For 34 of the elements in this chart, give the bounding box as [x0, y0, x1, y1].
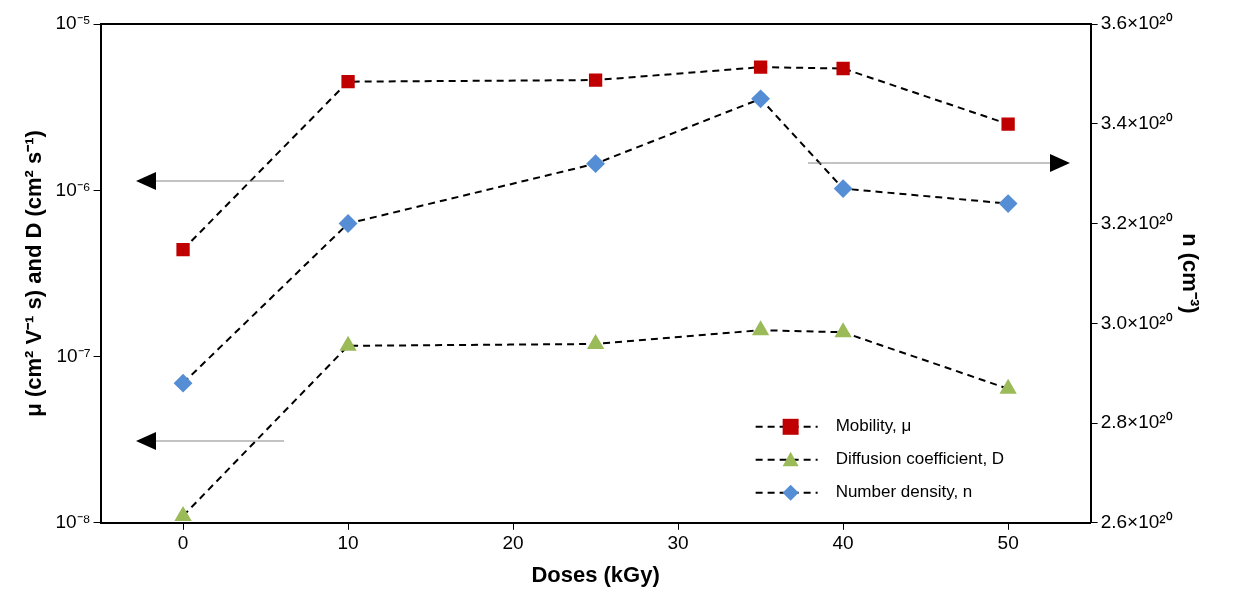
x-tick-label: 50	[997, 532, 1019, 554]
y2-tick-label: 3.2×10²⁰	[1100, 211, 1173, 233]
point	[341, 75, 355, 89]
point	[587, 334, 604, 349]
y-tick-label: 10⁻⁵	[55, 12, 91, 34]
legend-label: Mobility, μ	[835, 416, 912, 436]
x-tick-label: 30	[667, 532, 689, 554]
x-tick-label: 40	[832, 532, 854, 554]
point	[175, 506, 191, 521]
point	[176, 242, 190, 257]
y2-tick-label: 2.8×10²⁰	[1100, 411, 1173, 433]
point	[588, 73, 603, 87]
legend-label: Diffusion coefficient, D	[835, 449, 1005, 469]
x-tick-label: 0	[177, 532, 189, 554]
point	[1001, 117, 1015, 131]
x-tick-label: 10	[337, 532, 359, 554]
y2-tick-label: 2.6×10²⁰	[1100, 511, 1173, 533]
y2-tick-label: 3.4×10²⁰	[1100, 111, 1173, 133]
y2-tick-label: 3.6×10²⁰	[1100, 12, 1173, 34]
point	[836, 61, 850, 76]
point	[340, 336, 356, 351]
x-tick-label: 20	[502, 532, 524, 554]
y-tick-label: 10⁻⁷	[56, 344, 91, 366]
legend-label: Number density, n	[835, 482, 973, 502]
point	[752, 321, 769, 336]
y-axis-title: μ (cm² V⁻¹ s) and D (cm² s⁻¹)	[21, 130, 47, 417]
y2-tick-label: 3.0×10²⁰	[1100, 311, 1173, 333]
y-tick-label: 10⁻⁶	[55, 178, 91, 200]
x-axis-title: Doses (kGy)	[531, 561, 660, 587]
point	[753, 60, 768, 74]
point	[1000, 379, 1017, 394]
point	[835, 323, 852, 338]
y2-axis-title: n (cm⁻³)	[1177, 233, 1203, 314]
y-tick-label: 10⁻⁸	[55, 511, 91, 533]
